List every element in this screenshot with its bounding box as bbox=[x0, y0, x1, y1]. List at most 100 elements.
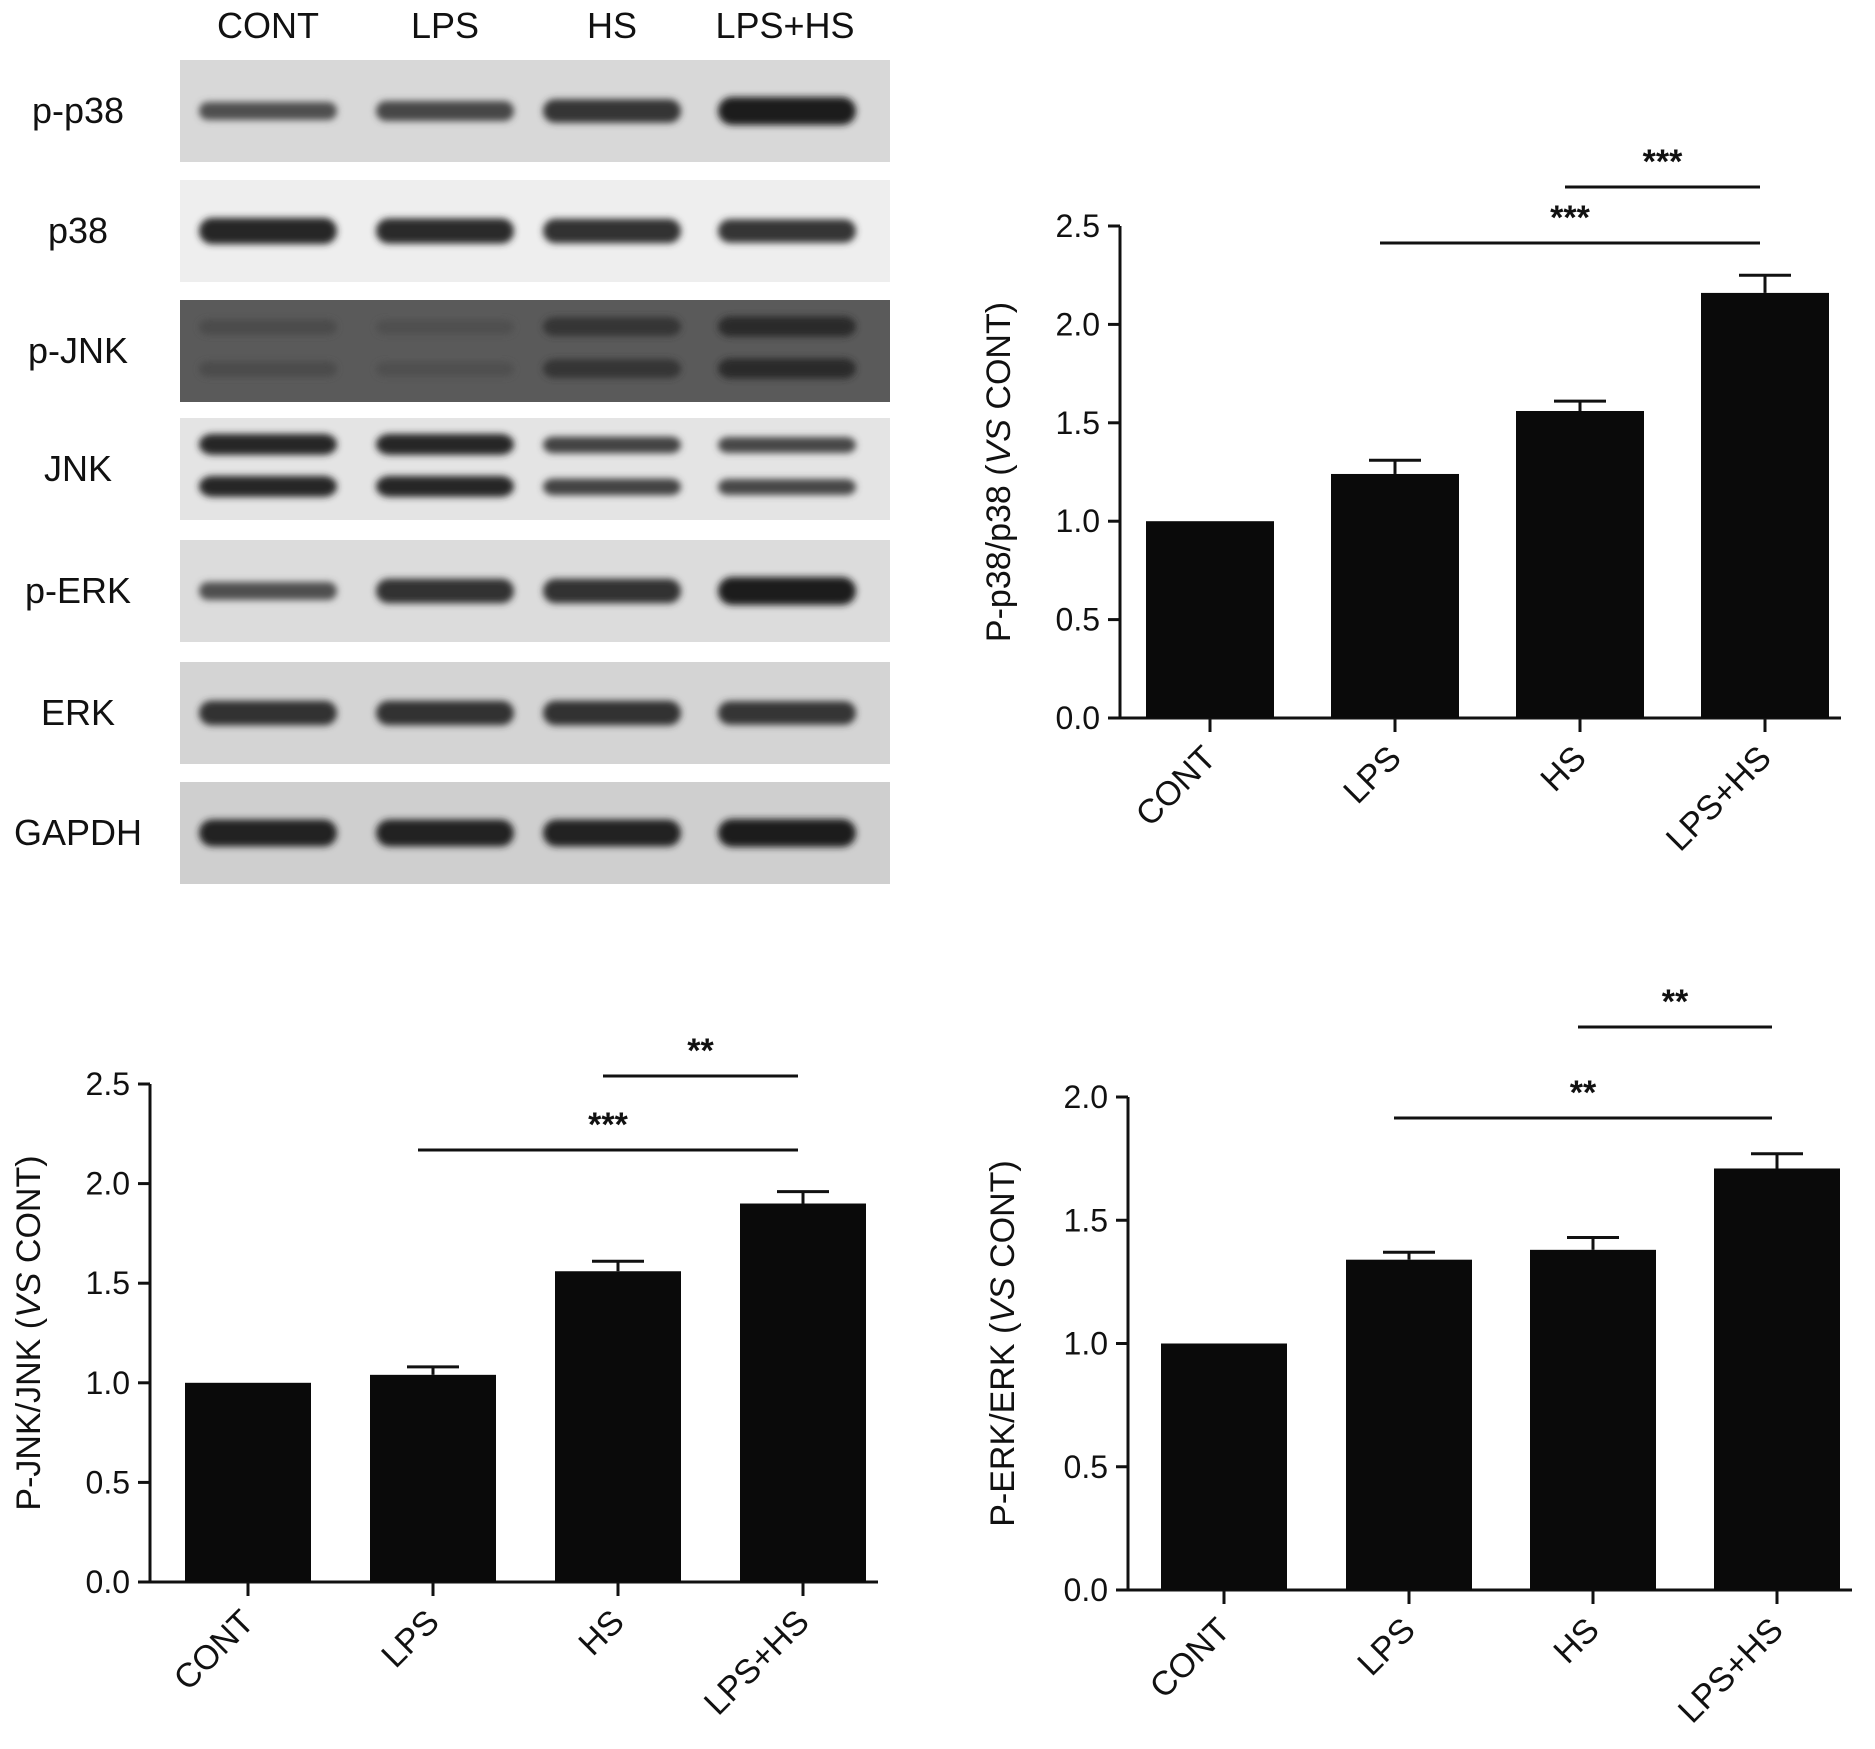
blot-band bbox=[543, 478, 681, 496]
y-tick-label: 1.5 bbox=[1056, 405, 1100, 441]
blot-row-erk: ERK bbox=[41, 662, 890, 764]
blot-row-p-jnk: p-JNK bbox=[28, 300, 890, 402]
blot-band bbox=[376, 578, 514, 604]
lane-label-lps: LPS bbox=[411, 5, 479, 46]
bar-lps-hs bbox=[1714, 1168, 1840, 1590]
x-category-label-lps: LPS bbox=[1350, 1611, 1422, 1683]
x-category-label-hs: HS bbox=[1533, 739, 1593, 799]
blot-band bbox=[718, 219, 856, 243]
blot-band bbox=[376, 433, 514, 455]
y-axis-label-italic: VS bbox=[980, 419, 1018, 465]
blot-band bbox=[199, 101, 337, 121]
significance-label: *** bbox=[588, 1106, 628, 1144]
blot-band bbox=[718, 437, 856, 453]
blot-band bbox=[376, 819, 514, 847]
y-axis-label: P-ERK/ERK (VS CONT) bbox=[984, 1160, 1022, 1527]
blot-band bbox=[199, 361, 337, 377]
blot-band bbox=[543, 218, 681, 244]
western-blot-panel: CONT LPS HS LPS+HS p-p38 p38 p-JNK JNK p-ERK ERK G… bbox=[14, 5, 890, 884]
blot-band bbox=[199, 475, 337, 497]
y-axis-label-suffix: CONT) bbox=[984, 1160, 1022, 1277]
blot-row-label: p38 bbox=[48, 210, 108, 251]
blot-band bbox=[543, 317, 681, 337]
significance-label: *** bbox=[1643, 143, 1683, 181]
lane-label-cont: CONT bbox=[217, 5, 319, 46]
x-category-label-lps-hs: LPS+HS bbox=[1659, 739, 1779, 859]
blot-band bbox=[718, 97, 856, 125]
blot-band bbox=[543, 359, 681, 379]
blot-row-gapdh: GAPDH bbox=[14, 782, 890, 884]
blot-row-label: ERK bbox=[41, 692, 115, 733]
blot-band bbox=[718, 819, 856, 847]
bar-hs bbox=[1516, 410, 1644, 718]
y-tick-label: 0.0 bbox=[1056, 700, 1100, 736]
bar-cont bbox=[1161, 1343, 1287, 1590]
bar-cont bbox=[185, 1382, 311, 1582]
blot-band bbox=[376, 218, 514, 244]
blot-row-label: JNK bbox=[44, 448, 112, 489]
significance-label: ** bbox=[1570, 1074, 1597, 1112]
blot-row-label: GAPDH bbox=[14, 812, 142, 853]
x-category-label-lps: LPS bbox=[1336, 739, 1408, 811]
bar-hs bbox=[555, 1271, 681, 1582]
y-tick-label: 1.0 bbox=[1056, 503, 1100, 539]
bar-lps bbox=[1331, 473, 1459, 718]
bar-lps bbox=[370, 1374, 496, 1582]
blot-band bbox=[376, 319, 514, 335]
bar-lps bbox=[1346, 1259, 1472, 1590]
p-jnk-bar-chart: 0.00.51.01.52.02.5P-JNK/JNK (VS CONT)CON… bbox=[10, 1032, 878, 1723]
blot-band bbox=[376, 700, 514, 726]
blot-row-label: p-ERK bbox=[25, 570, 131, 611]
y-axis-label-suffix: CONT) bbox=[980, 302, 1018, 419]
blot-band bbox=[718, 316, 856, 337]
blot-band bbox=[199, 319, 337, 335]
y-axis-label-prefix: P-ERK/ERK ( bbox=[984, 1322, 1022, 1527]
blot-band bbox=[718, 701, 856, 725]
x-category-label-lps-hs: LPS+HS bbox=[1671, 1611, 1791, 1731]
blot-band bbox=[718, 577, 856, 605]
blot-band bbox=[376, 475, 514, 497]
blot-band bbox=[376, 101, 514, 121]
blot-row-p-p38: p-p38 bbox=[32, 60, 890, 162]
y-tick-label: 0.5 bbox=[86, 1464, 130, 1500]
blot-band bbox=[199, 700, 337, 726]
blot-row-p-erk: p-ERK bbox=[25, 540, 890, 642]
x-category-label-cont: CONT bbox=[1143, 1611, 1238, 1706]
significance-label: ** bbox=[687, 1032, 714, 1070]
significance-label: ** bbox=[1662, 983, 1689, 1021]
blot-band bbox=[199, 819, 337, 847]
blot-row-jnk: JNK bbox=[44, 418, 890, 520]
blot-band bbox=[718, 479, 856, 495]
y-tick-label: 2.0 bbox=[86, 1166, 130, 1202]
y-axis-label-prefix: P-JNK/JNK ( bbox=[10, 1317, 48, 1510]
y-tick-label: 2.0 bbox=[1056, 306, 1100, 342]
y-tick-label: 0.5 bbox=[1064, 1449, 1108, 1485]
y-tick-label: 1.5 bbox=[1064, 1202, 1108, 1238]
bar-hs bbox=[1530, 1249, 1656, 1590]
x-category-label-cont: CONT bbox=[1129, 739, 1224, 834]
blot-strip-background bbox=[180, 418, 890, 520]
blot-row-label: p-p38 bbox=[32, 90, 124, 131]
y-tick-label: 0.5 bbox=[1056, 602, 1100, 638]
blot-band bbox=[543, 819, 681, 847]
p-erk-bar-chart: 0.0 0.5 1.0 1.5 2.0 P-ERK/ERK (VS CONT) CONT LP… bbox=[984, 983, 1852, 1731]
lane-label-lps-hs: LPS+HS bbox=[715, 5, 854, 46]
y-tick-label: 0.0 bbox=[1064, 1572, 1108, 1608]
y-tick-label: 1.5 bbox=[86, 1265, 130, 1301]
x-category-label-lps: LPS bbox=[374, 1603, 446, 1675]
y-axis-label-prefix: P-p38/p38 ( bbox=[980, 464, 1018, 642]
p-p38-bar-chart: 0.00.51.01.52.02.5P-p38/p38 (VS CONT)CON… bbox=[980, 143, 1841, 859]
significance-label: *** bbox=[1550, 199, 1590, 237]
y-axis-label-italic: VS bbox=[10, 1272, 48, 1318]
x-category-label-hs: HS bbox=[1546, 1611, 1606, 1671]
y-tick-label: 2.0 bbox=[1064, 1079, 1108, 1115]
lane-label-hs: HS bbox=[587, 5, 637, 46]
blot-band bbox=[199, 581, 337, 601]
blot-row-p38: p38 bbox=[48, 180, 890, 282]
y-tick-label: 0.0 bbox=[86, 1564, 130, 1600]
y-axis-label-suffix: CONT) bbox=[10, 1155, 48, 1272]
bar-lps-hs bbox=[740, 1203, 866, 1582]
bar-cont bbox=[1146, 521, 1274, 718]
bar-lps-hs bbox=[1701, 292, 1829, 718]
y-tick-label: 1.0 bbox=[1064, 1326, 1108, 1362]
